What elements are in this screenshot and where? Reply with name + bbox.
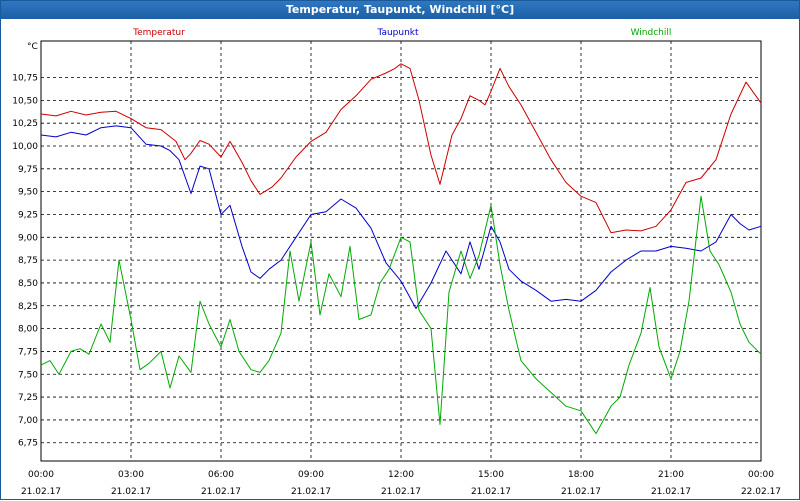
y-tick-label: 8,50 — [18, 279, 38, 289]
y-tick-label: 10,00 — [12, 142, 38, 152]
y-axis-label: °C — [27, 42, 38, 52]
y-tick-label: 9,75 — [18, 165, 38, 175]
y-tick-label: 9,00 — [18, 233, 38, 243]
x-tick-time: 09:00 — [298, 470, 324, 480]
legend-entry-windchill: Windchill — [631, 28, 672, 38]
y-tick-label: 10,25 — [12, 119, 38, 129]
y-tick-label: 6,75 — [18, 439, 38, 449]
y-tick-label: 9,25 — [18, 210, 38, 220]
y-tick-label: 10,50 — [12, 96, 38, 106]
x-tick-time: 21:00 — [658, 470, 684, 480]
x-tick-time: 15:00 — [478, 470, 504, 480]
x-tick-time: 18:00 — [568, 470, 594, 480]
x-tick-date: 21.02.17 — [21, 487, 61, 497]
x-tick-time: 00:00 — [748, 470, 774, 480]
x-tick-date: 21.02.17 — [561, 487, 601, 497]
x-tick-time: 06:00 — [208, 470, 234, 480]
series-line-temperatur — [40, 63, 762, 234]
y-tick-label: 8,00 — [18, 325, 38, 335]
x-tick-time: 03:00 — [118, 470, 144, 480]
y-tick-label: 7,00 — [18, 416, 38, 426]
legend-entry-temperatur: Temperatur — [132, 28, 185, 38]
y-tick-label: 8,75 — [18, 256, 38, 266]
y-tick-label: 7,25 — [18, 393, 38, 403]
y-tick-label: 10,75 — [12, 74, 38, 84]
y-tick-label: 7,75 — [18, 347, 38, 357]
x-tick-date: 21.02.17 — [471, 487, 511, 497]
x-tick-date: 21.02.17 — [111, 487, 151, 497]
series-line-taupunkt — [40, 125, 762, 309]
x-tick-time: 00:00 — [28, 470, 54, 480]
x-tick-date: 22.02.17 — [741, 487, 781, 497]
y-tick-label: 7,50 — [18, 370, 38, 380]
x-tick-date: 21.02.17 — [381, 487, 421, 497]
series-line-windchill — [40, 195, 762, 435]
legend-entry-taupunkt: Taupunkt — [376, 28, 419, 38]
x-tick-date: 21.02.17 — [651, 487, 691, 497]
y-tick-label: 8,25 — [18, 302, 38, 312]
x-tick-date: 21.02.17 — [291, 487, 331, 497]
y-tick-label: 9,50 — [18, 188, 38, 198]
x-tick-time: 12:00 — [388, 470, 414, 480]
window-title: Temperatur, Taupunkt, Windchill [°C] — [1, 1, 799, 19]
x-tick-date: 21.02.17 — [201, 487, 241, 497]
